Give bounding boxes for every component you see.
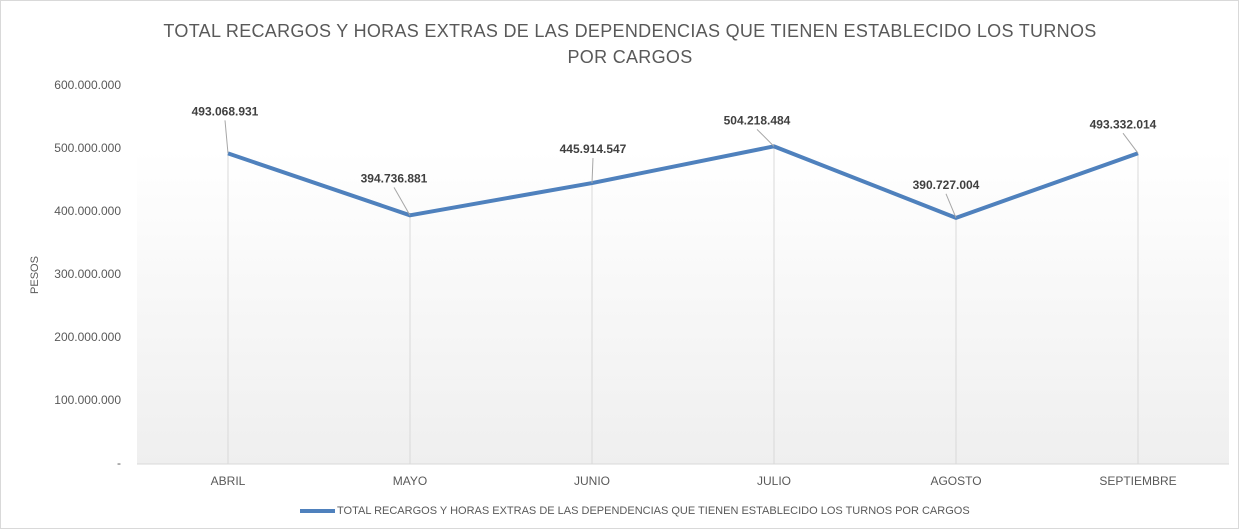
x-tick-label: AGOSTO — [930, 474, 981, 488]
y-tick-label: 300.000.000 — [54, 267, 121, 281]
x-tick-label: MAYO — [393, 474, 427, 488]
x-tick-label: SEPTIEMBRE — [1099, 474, 1176, 488]
leader-line — [756, 128, 775, 147]
leader-line — [945, 193, 957, 219]
leader-line — [224, 120, 229, 154]
leader-line — [591, 158, 594, 184]
y-tick-label: - — [117, 456, 121, 470]
y-tick-label: 500.000.000 — [54, 141, 121, 155]
plot-background — [137, 150, 1229, 464]
leader-line — [393, 187, 411, 216]
data-label: 493.332.014 — [1090, 117, 1157, 131]
y-tick-label: 400.000.000 — [54, 204, 121, 218]
series-line — [227, 144, 1139, 220]
x-tick-label: ABRIL — [211, 474, 246, 488]
data-label: 445.914.547 — [560, 142, 627, 156]
legend-label: TOTAL RECARGOS Y HORAS EXTRAS DE LAS DEP… — [337, 505, 970, 517]
y-tick-label: 600.000.000 — [54, 78, 121, 92]
y-tick-label: 100.000.000 — [54, 393, 121, 407]
data-label: 390.727.004 — [913, 178, 980, 192]
x-tick-label: JUNIO — [574, 474, 610, 488]
data-label: 493.068.931 — [192, 105, 259, 119]
data-label: 394.736.881 — [361, 171, 428, 185]
leader-line — [1122, 132, 1139, 154]
y-tick-label: 200.000.000 — [54, 330, 121, 344]
data-label: 504.218.484 — [724, 114, 791, 128]
y-axis-label: PESOS — [29, 256, 41, 294]
chart-title: TOTAL RECARGOS Y HORAS EXTRAS DE LAS DEP… — [163, 21, 1097, 67]
x-tick-label: JULIO — [757, 474, 791, 488]
